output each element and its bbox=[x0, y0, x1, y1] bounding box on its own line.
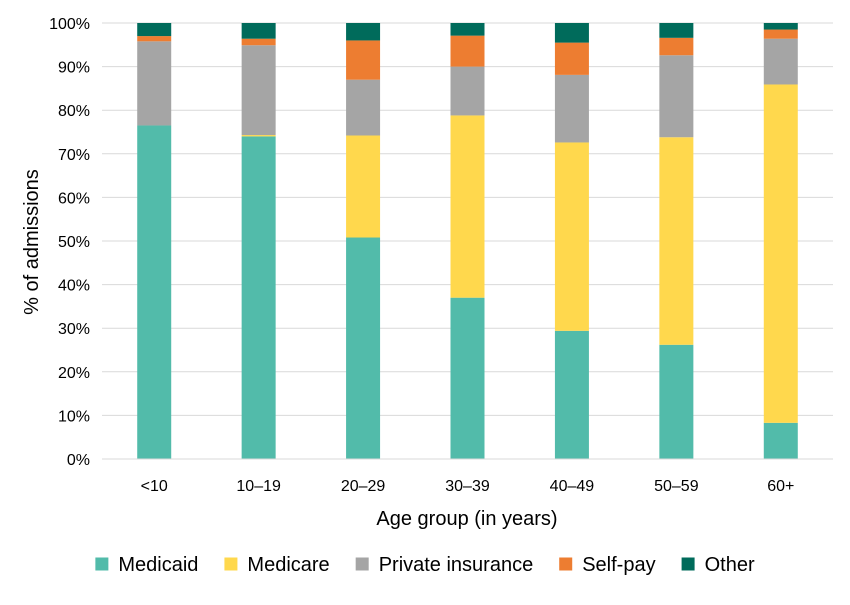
bar-segment-medicaid bbox=[346, 237, 381, 459]
x-tick-label: 50–59 bbox=[654, 478, 699, 495]
legend: Medicaid Medicare Private insurance Self-pa… bbox=[95, 554, 755, 576]
y-tick-labels: 0% 10% 20% 30% 40% 50% 60% 70% 80% 90% 100% bbox=[49, 16, 90, 469]
bar-segment-self-pay bbox=[763, 29, 798, 39]
bar-segment-other bbox=[763, 23, 798, 30]
bar-segment-private-insurance bbox=[659, 55, 694, 138]
legend-label: Private insurance bbox=[379, 554, 534, 576]
legend-item: Self-pay bbox=[559, 554, 656, 576]
y-tick-label: 60% bbox=[58, 190, 90, 207]
bar-segment-medicaid bbox=[554, 330, 589, 459]
bar-segment-self-pay bbox=[450, 35, 485, 67]
bar-segment-medicaid bbox=[763, 422, 798, 459]
y-tick-label: 70% bbox=[58, 147, 90, 164]
x-axis-title: Age group (in years) bbox=[376, 508, 557, 530]
y-tick-label: 50% bbox=[58, 234, 90, 251]
y-axis-title: % of admissions bbox=[21, 169, 43, 315]
legend-label: Medicaid bbox=[118, 554, 198, 576]
bar-segment-self-pay bbox=[554, 42, 589, 75]
bar-segment-medicare bbox=[659, 137, 694, 345]
x-tick-label: 60+ bbox=[767, 478, 794, 495]
x-tick-label: 10–19 bbox=[236, 478, 281, 495]
bar-segment-medicare bbox=[241, 135, 276, 137]
legend-swatch bbox=[559, 557, 573, 571]
bar-segment-other bbox=[241, 23, 276, 39]
bar-segment-private-insurance bbox=[137, 41, 172, 126]
bar-segment-self-pay bbox=[659, 37, 694, 56]
legend-swatch bbox=[355, 557, 369, 571]
y-tick-label: 90% bbox=[58, 60, 90, 77]
bar-segment-other bbox=[346, 23, 381, 41]
bar-segment-medicaid bbox=[137, 125, 172, 460]
bar-segment-other bbox=[450, 23, 485, 36]
bar-segment-private-insurance bbox=[346, 79, 381, 136]
bar-segment-self-pay bbox=[346, 40, 381, 80]
bar-segment-private-insurance bbox=[554, 74, 589, 143]
legend-label: Self-pay bbox=[582, 554, 655, 576]
legend-item: Other bbox=[681, 554, 755, 576]
bar-segment-medicare bbox=[763, 84, 798, 423]
x-tick-label: 20–29 bbox=[341, 478, 386, 495]
y-tick-label: 0% bbox=[67, 452, 90, 469]
legend-label: Other bbox=[705, 554, 755, 576]
bar-segment-other bbox=[137, 23, 172, 37]
legend-item: Medicaid bbox=[95, 554, 198, 576]
bar-segment-other bbox=[554, 23, 589, 43]
legend-item: Private insurance bbox=[355, 554, 534, 576]
bar-segment-private-insurance bbox=[450, 66, 485, 116]
bar-segment-self-pay bbox=[137, 36, 172, 42]
bar-segment-private-insurance bbox=[763, 38, 798, 85]
y-tick-label: 10% bbox=[58, 408, 90, 425]
y-tick-label: 20% bbox=[58, 365, 90, 382]
legend-item: Medicare bbox=[224, 554, 330, 576]
bar-segment-medicare bbox=[346, 135, 381, 238]
y-tick-label: 80% bbox=[58, 103, 90, 120]
y-tick-label: 30% bbox=[58, 321, 90, 338]
x-tick-label: <10 bbox=[141, 478, 168, 495]
legend-swatch bbox=[681, 557, 695, 571]
legend-swatch bbox=[224, 557, 238, 571]
bar-segment-medicare bbox=[450, 115, 485, 298]
y-tick-label: 40% bbox=[58, 278, 90, 295]
y-tick-label: 100% bbox=[49, 16, 90, 33]
bar-segment-other bbox=[659, 23, 694, 38]
bar-segment-self-pay bbox=[241, 38, 276, 46]
bar-segment-medicaid bbox=[659, 344, 694, 459]
x-tick-label: 30–39 bbox=[445, 478, 490, 495]
x-tick-label: 40–49 bbox=[550, 478, 595, 495]
x-tick-labels: <10 10–19 20–29 30–39 40–49 50–59 60+ bbox=[141, 478, 795, 495]
legend-label: Medicare bbox=[247, 554, 329, 576]
legend-swatch bbox=[95, 557, 109, 571]
bar-segment-private-insurance bbox=[241, 45, 276, 136]
bar-segment-medicare bbox=[554, 142, 589, 331]
bars bbox=[137, 23, 798, 460]
bar-segment-medicaid bbox=[450, 297, 485, 459]
bar-segment-medicaid bbox=[241, 136, 276, 460]
